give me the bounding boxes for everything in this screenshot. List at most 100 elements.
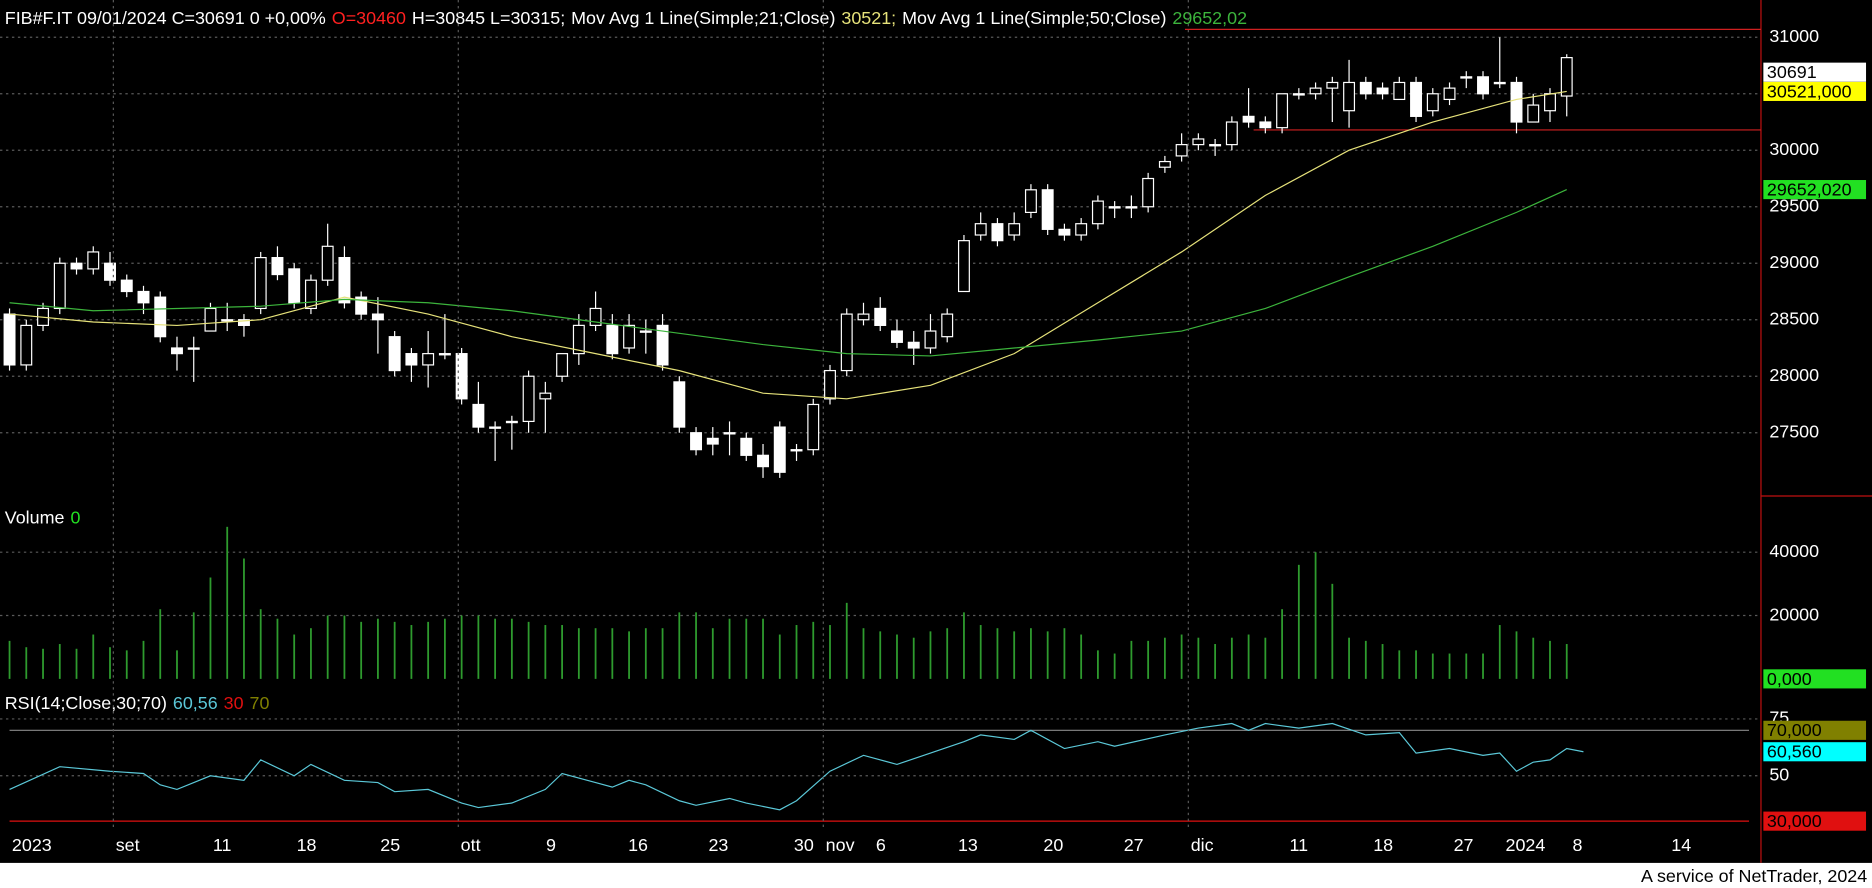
candle-body [1276, 93, 1289, 129]
candle-body [1426, 93, 1439, 112]
value-badge [1763, 669, 1867, 689]
y-tick-label: 20000 [1769, 604, 1819, 624]
candle-body [1259, 121, 1272, 129]
candle-body [1192, 138, 1205, 146]
volume-bar [25, 647, 28, 679]
volume-bar [443, 618, 446, 679]
candle-body [405, 353, 418, 366]
y-tick-label: 50 [1769, 764, 1789, 784]
volume-bar [1281, 609, 1283, 679]
volume-bar [795, 625, 798, 679]
volume-bar [142, 640, 145, 679]
header-part: Mov Avg 1 Line(Simple;21;Close) [571, 8, 835, 28]
volume-bar [343, 615, 346, 679]
volume-bar [293, 634, 296, 679]
candle-body [957, 240, 970, 293]
candle-body [723, 432, 736, 435]
candle-body [1560, 57, 1573, 97]
volume-bar [1264, 637, 1267, 679]
value-badge-label: 30691 [1767, 62, 1817, 82]
candle-body [53, 262, 66, 310]
y-tick-label: 27500 [1769, 421, 1819, 441]
volume-bar [1549, 640, 1551, 679]
pane-header: RSI(14;Close;30;70) 60,56 30 70 [5, 693, 270, 713]
footer: A service of NetTrader, 2024 [1641, 866, 1867, 886]
candle-body [355, 296, 368, 315]
volume-bar [979, 625, 982, 679]
moving-average [9, 90, 1567, 400]
candle-body [137, 290, 150, 304]
candle-body [974, 223, 987, 236]
x-tick-label: ott [461, 835, 481, 855]
candle-body [1443, 87, 1456, 101]
candle-body [1527, 104, 1540, 123]
volume-bar [896, 634, 898, 679]
volume-bar [762, 618, 764, 679]
y-tick-label: 31000 [1769, 26, 1819, 46]
volume-bar [92, 634, 95, 679]
candle-body [1410, 81, 1423, 117]
volume-bar [326, 615, 329, 679]
volume-bar [1097, 650, 1099, 679]
y-tick-label: 30000 [1769, 139, 1819, 159]
volume-bar [1197, 637, 1200, 679]
volume-bar [1348, 637, 1350, 679]
candle-body [907, 341, 920, 349]
volume-bar [1130, 640, 1133, 679]
x-tick-label: 2024 [1505, 835, 1545, 855]
candle-body [941, 313, 954, 338]
volume-bar [778, 634, 781, 679]
candle-body [1292, 93, 1305, 96]
x-tick-label: 25 [380, 835, 400, 855]
candle-body [1142, 177, 1155, 208]
value-badge [1763, 62, 1867, 82]
value-badge [1763, 180, 1867, 200]
candle-body [321, 245, 334, 281]
volume-bar [661, 628, 664, 679]
candle-body [706, 437, 719, 445]
candle-body [790, 449, 803, 452]
candle-body [1343, 81, 1356, 112]
value-badge [1763, 720, 1867, 740]
candle-body [87, 251, 100, 270]
y-tick-label: 28500 [1769, 308, 1819, 328]
x-tick-label: 18 [297, 835, 317, 855]
volume-bar [929, 631, 932, 679]
candle-body [757, 454, 769, 468]
volume-bar [996, 628, 999, 679]
candle-body [120, 279, 133, 293]
candle-body [455, 353, 468, 400]
candle-body [606, 324, 619, 355]
y-tick-label: 29000 [1769, 252, 1819, 272]
x-tick-label: 18 [1373, 835, 1393, 855]
volume-bar [1247, 634, 1250, 679]
candle-body [1242, 115, 1255, 123]
moving-average [9, 189, 1567, 357]
candle-body [773, 426, 786, 473]
candle-body [623, 324, 636, 349]
candle-body [422, 353, 435, 366]
volume-bar [946, 628, 949, 679]
volume-bar [8, 640, 11, 679]
value-badge [1763, 81, 1867, 101]
volume-bar [58, 644, 61, 679]
candle-body [20, 324, 33, 366]
x-tick-label: 8 [1572, 835, 1582, 855]
candle-body [1108, 206, 1121, 209]
x-tick-label: 6 [876, 835, 886, 855]
value-badge [1763, 742, 1867, 762]
candle-body [539, 392, 552, 400]
volume-bar [711, 628, 714, 679]
candle-body [1158, 160, 1171, 168]
volume-bar [1013, 631, 1016, 679]
candle-body [1460, 76, 1473, 79]
value-badge [1763, 811, 1867, 831]
candle-body [891, 330, 903, 343]
x-tick-label: 11 [213, 835, 232, 855]
candle-body [1359, 81, 1372, 95]
volume-bar [410, 625, 413, 679]
volume-bar [460, 615, 463, 679]
candle-body [1175, 144, 1188, 157]
candle-body [673, 381, 686, 428]
x-tick-label: 14 [1671, 835, 1691, 855]
